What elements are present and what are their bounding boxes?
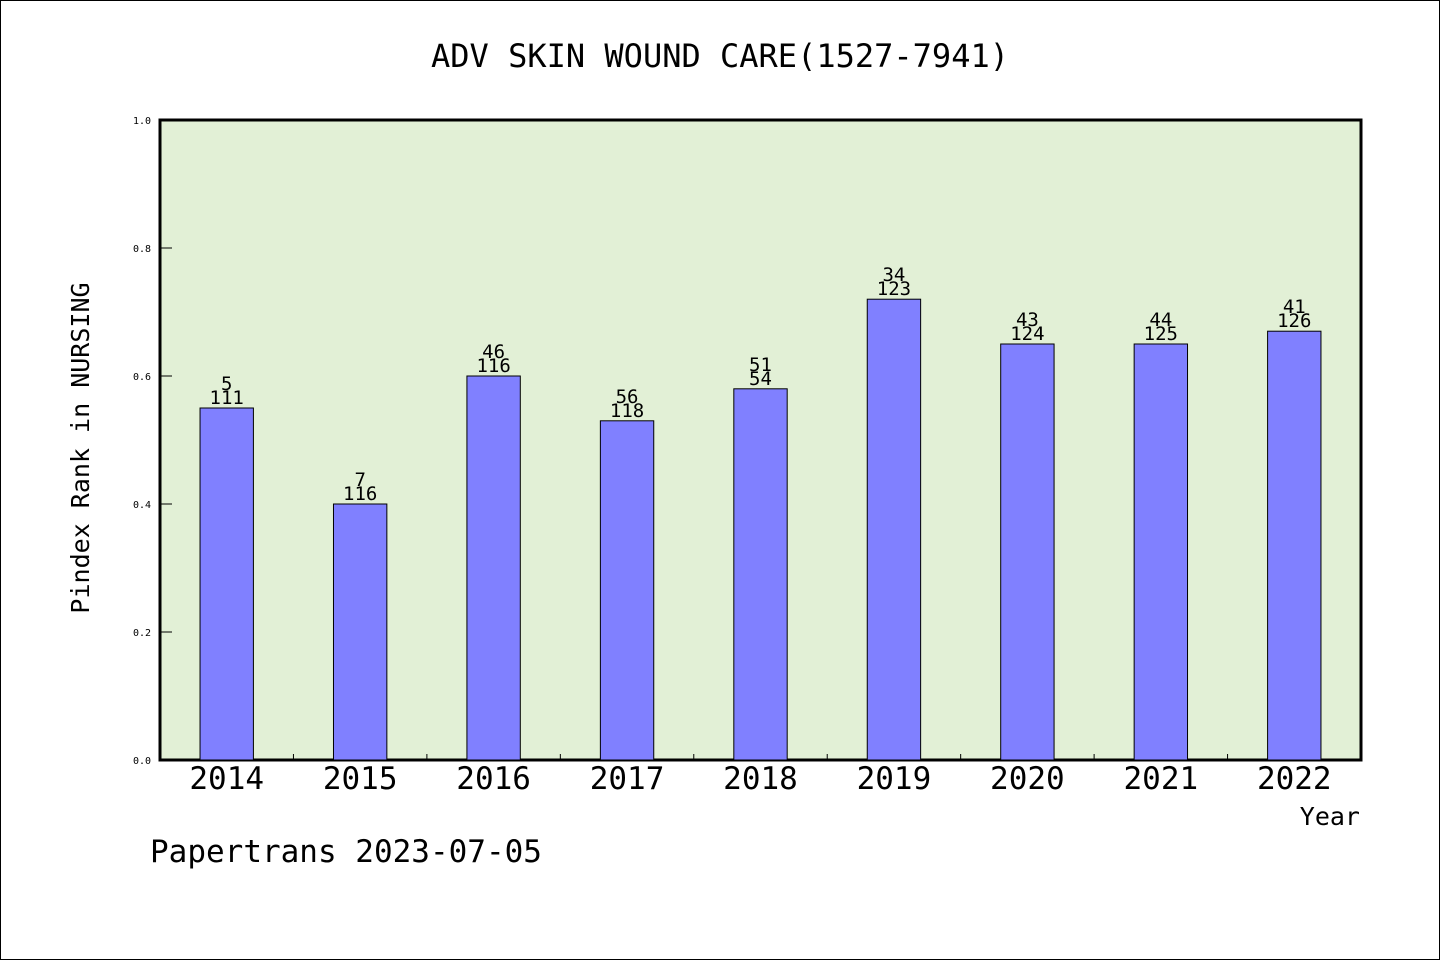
bar-2015 — [332, 503, 388, 761]
bar-2014 — [199, 407, 254, 761]
bar-label-top-2017: 56 — [616, 386, 639, 408]
bar-label-bottom-2021: 125 — [1144, 323, 1178, 345]
x-tick-label-2015: 2015 — [323, 761, 398, 797]
x-tick-label-2014: 2014 — [189, 761, 264, 797]
y-tick-label: 0.2 — [133, 628, 151, 639]
bar-label-top-2020: 43 — [1016, 309, 1039, 331]
bar-label-top-2016: 46 — [482, 341, 505, 363]
bar-label-bottom-2016: 116 — [476, 355, 510, 377]
x-tick-label-2018: 2018 — [723, 761, 798, 797]
chart-title: ADV SKIN WOUND CARE(1527-7941) — [431, 37, 1009, 75]
bar-2022 — [1267, 330, 1322, 761]
bar-label-top-2015: 7 — [354, 469, 365, 491]
bar-label-top-2018: 51 — [749, 354, 772, 376]
x-tick-label-2020: 2020 — [990, 761, 1065, 797]
bar-2017 — [599, 420, 655, 761]
y-tick-label: 1.0 — [133, 116, 151, 127]
y-axis-label: Pindex Rank in NURSING — [66, 282, 95, 613]
bar-label-bottom-2015: 116 — [343, 483, 377, 505]
bar-label-bottom-2014: 111 — [210, 387, 244, 409]
bar-2020 — [1000, 343, 1055, 761]
bar-label-bottom-2018: 54 — [749, 368, 772, 390]
y-axis-ticks: 0.0 0.2 0.4 0.6 0.8 1.0 — [133, 116, 172, 767]
x-tick-label-2021: 2021 — [1124, 761, 1199, 797]
x-tick-label-2016: 2016 — [456, 761, 531, 797]
bars-group: 5111711646116561185154341234312444125411… — [199, 264, 1322, 761]
footer-credit: Papertrans 2023-07-05 — [150, 834, 542, 870]
x-tick-label-2022: 2022 — [1257, 761, 1332, 797]
bar-label-bottom-2020: 124 — [1010, 323, 1044, 345]
bar-label-top-2014: 5 — [221, 373, 232, 395]
bar-label-bottom-2017: 118 — [610, 400, 644, 422]
bar-label-top-2022: 41 — [1283, 296, 1306, 318]
y-tick-label: 0.6 — [133, 372, 151, 383]
bar-label-bottom-2022: 126 — [1277, 310, 1311, 332]
x-tick-label-2017: 2017 — [590, 761, 665, 797]
bar-label-top-2021: 44 — [1149, 309, 1172, 331]
bar-label-bottom-2019: 123 — [877, 278, 911, 300]
bar-2018 — [733, 388, 788, 761]
y-tick-label: 0.4 — [133, 500, 151, 511]
x-axis-ticks: 2014 2015 2016 2017 2018 2019 2020 2021 2022 — [189, 754, 1332, 797]
x-axis-label: Year — [1300, 802, 1360, 831]
y-tick-label: 0.0 — [133, 756, 151, 767]
y-tick-label: 0.8 — [133, 244, 151, 255]
bar-label-top-2019: 34 — [882, 264, 905, 286]
x-tick-label-2019: 2019 — [857, 761, 932, 797]
bar-2021 — [1133, 343, 1189, 761]
bar-2016 — [466, 375, 521, 761]
bar-2019 — [866, 298, 922, 761]
